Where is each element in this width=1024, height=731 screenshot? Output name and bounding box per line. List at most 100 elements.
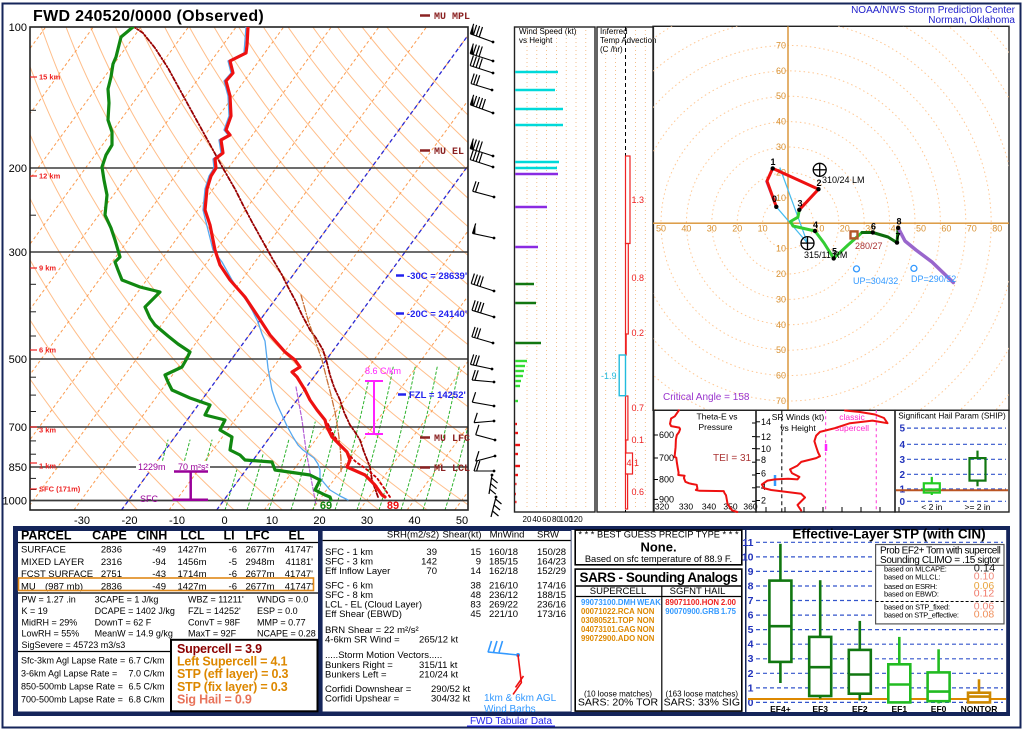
svg-text:236/12: 236/12 — [489, 590, 518, 601]
svg-text:152/29: 152/29 — [537, 566, 566, 577]
svg-text:60: 60 — [542, 515, 551, 524]
svg-text:290/52 kt: 290/52 kt — [431, 684, 470, 695]
svg-text:15: 15 — [470, 547, 481, 558]
svg-text:2677m: 2677m — [245, 545, 274, 556]
svg-text:>= 2 in: >= 2 in — [965, 502, 991, 512]
svg-text:162/18: 162/18 — [489, 566, 518, 577]
svg-text:NON: NON — [637, 634, 655, 643]
svg-text:2316: 2316 — [101, 557, 122, 568]
svg-text:-5: -5 — [229, 557, 237, 568]
svg-text:FZL = 14252': FZL = 14252' — [188, 606, 241, 616]
svg-text:2836: 2836 — [101, 581, 122, 592]
svg-text:0.14: 0.14 — [974, 563, 995, 575]
svg-text:Norman, Oklahoma: Norman, Oklahoma — [928, 15, 1015, 26]
svg-text:CAPE: CAPE — [92, 529, 127, 543]
svg-text:NON: NON — [637, 616, 655, 625]
svg-text:39: 39 — [426, 547, 437, 558]
svg-text:700: 700 — [9, 422, 27, 434]
svg-text:Effective-Layer STP (with CIN): Effective-Layer STP (with CIN) — [792, 527, 985, 542]
svg-text:30: 30 — [776, 142, 786, 152]
svg-text:Significant Hail Param (SHIP): Significant Hail Param (SHIP) — [898, 412, 1006, 421]
svg-text:Corfidi Upshear =: Corfidi Upshear = — [325, 694, 400, 705]
svg-text:1456m: 1456m — [177, 557, 206, 568]
svg-text:8.6 C/km: 8.6 C/km — [365, 366, 401, 376]
svg-text:10: 10 — [776, 193, 786, 203]
svg-text:700: 700 — [659, 453, 674, 463]
svg-text:NON: NON — [637, 625, 655, 634]
svg-text:Wind Speed (kt): Wind Speed (kt) — [519, 27, 577, 36]
svg-text:1.75: 1.75 — [721, 607, 737, 616]
svg-text:221/10: 221/10 — [489, 609, 518, 620]
svg-text:900: 900 — [659, 494, 674, 504]
svg-text:STP (eff layer) = 0.3: STP (eff layer) = 0.3 — [177, 667, 288, 681]
svg-text:1.3: 1.3 — [632, 195, 645, 205]
svg-text:60: 60 — [941, 224, 951, 234]
svg-text:3CAPE = 1 J/kg: 3CAPE = 1 J/kg — [95, 595, 159, 605]
svg-text:10: 10 — [776, 244, 786, 254]
svg-text:ML LCL: ML LCL — [434, 464, 470, 475]
svg-text:Pressure: Pressure — [698, 422, 732, 432]
svg-text:89: 89 — [387, 500, 399, 512]
svg-text:SGFNT HAIL: SGFNT HAIL — [670, 586, 726, 597]
svg-text:EF4+: EF4+ — [770, 704, 791, 714]
svg-text:1229m: 1229m — [138, 462, 166, 472]
svg-text:340: 340 — [702, 502, 716, 512]
svg-text:99073100.DMH: 99073100.DMH — [581, 598, 636, 607]
svg-text:based on EBWD:: based on EBWD: — [884, 590, 939, 599]
svg-text:10: 10 — [742, 551, 754, 563]
svg-text:1: 1 — [771, 157, 776, 167]
svg-text:(C /hr): (C /hr) — [600, 45, 623, 54]
svg-text:1427m: 1427m — [177, 581, 206, 592]
svg-text:4: 4 — [748, 639, 754, 651]
svg-text:Supercell = 3.9: Supercell = 3.9 — [177, 642, 262, 656]
svg-text:2: 2 — [761, 496, 766, 506]
svg-text:360: 360 — [743, 502, 757, 512]
svg-text:8: 8 — [897, 217, 902, 227]
svg-text:700-500mb Lapse Rate =: 700-500mb Lapse Rate = — [21, 695, 123, 705]
svg-text:.....Storm Motion Vectors.....: .....Storm Motion Vectors..... — [325, 650, 442, 661]
svg-text:12: 12 — [761, 432, 771, 442]
svg-text:2836: 2836 — [101, 545, 122, 556]
svg-text:SRW: SRW — [537, 530, 559, 541]
svg-text:0.1: 0.1 — [632, 435, 645, 445]
svg-text:5: 5 — [899, 424, 905, 435]
svg-text:Eff Shear (EBWD): Eff Shear (EBWD) — [325, 609, 402, 620]
svg-text:EF1: EF1 — [892, 704, 908, 714]
svg-text:0.10: 0.10 — [974, 571, 995, 583]
svg-text:50: 50 — [456, 515, 468, 527]
svg-text:8: 8 — [748, 581, 754, 593]
svg-text:Bunkers Left =: Bunkers Left = — [325, 669, 387, 680]
svg-text:60: 60 — [776, 371, 786, 381]
svg-text:-30: -30 — [74, 515, 90, 527]
svg-text:142: 142 — [421, 557, 437, 568]
svg-text:CINH: CINH — [137, 529, 168, 543]
svg-text:< 2 in: < 2 in — [921, 502, 942, 512]
svg-text:2948m: 2948m — [245, 557, 274, 568]
svg-text:MU: MU — [21, 581, 36, 592]
svg-text:12 km: 12 km — [39, 172, 61, 181]
svg-text:00071022.RCA: 00071022.RCA — [581, 607, 635, 616]
svg-text:-6: -6 — [229, 569, 237, 580]
svg-text:1km & 6km AGL: 1km & 6km AGL — [484, 693, 557, 704]
svg-text:Sfc-3km Agl Lapse Rate =: Sfc-3km Agl Lapse Rate = — [21, 656, 125, 666]
svg-text:315/11 kt: 315/11 kt — [419, 660, 458, 671]
svg-text:160/18: 160/18 — [489, 547, 518, 558]
svg-text:-10: -10 — [169, 515, 185, 527]
svg-text:SARS - Sounding Analogs: SARS - Sounding Analogs — [580, 570, 738, 585]
svg-text:10: 10 — [758, 224, 768, 234]
svg-text:30: 30 — [361, 515, 373, 527]
svg-text:38: 38 — [470, 581, 481, 592]
svg-text:DownT = 62 F: DownT = 62 F — [95, 617, 152, 627]
svg-text:20: 20 — [313, 515, 325, 527]
svg-text:100: 100 — [9, 22, 27, 34]
svg-text:LI: LI — [223, 529, 234, 543]
svg-text:(163 loose matches): (163 loose matches) — [666, 690, 739, 699]
svg-text:Left Supercell = 4.1: Left Supercell = 4.1 — [177, 655, 288, 669]
svg-text:UP=304/32: UP=304/32 — [853, 276, 898, 286]
svg-text:99072900.ADO: 99072900.ADO — [581, 634, 635, 643]
svg-text:FWD Tabular Data: FWD Tabular Data — [470, 716, 553, 727]
svg-text:100: 100 — [560, 515, 574, 524]
svg-text:Bunkers Right =: Bunkers Right = — [325, 660, 393, 671]
svg-text:Shear(kt): Shear(kt) — [442, 530, 481, 541]
svg-text:WBZ = 11211': WBZ = 11211' — [188, 595, 244, 605]
